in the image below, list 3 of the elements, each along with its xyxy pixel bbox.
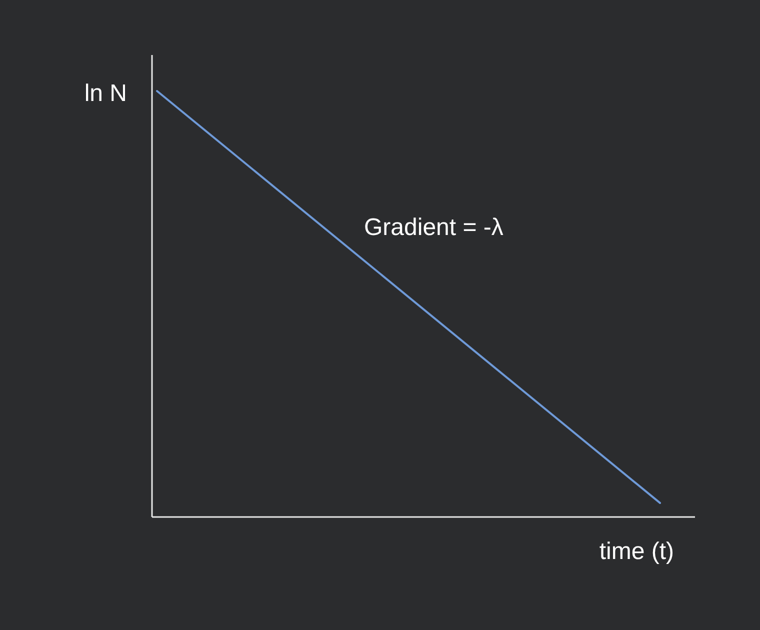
x-axis-title: time (t) — [599, 538, 674, 565]
y-axis-title: ln N — [84, 80, 127, 107]
annotation: Gradient = -λ — [364, 214, 504, 241]
